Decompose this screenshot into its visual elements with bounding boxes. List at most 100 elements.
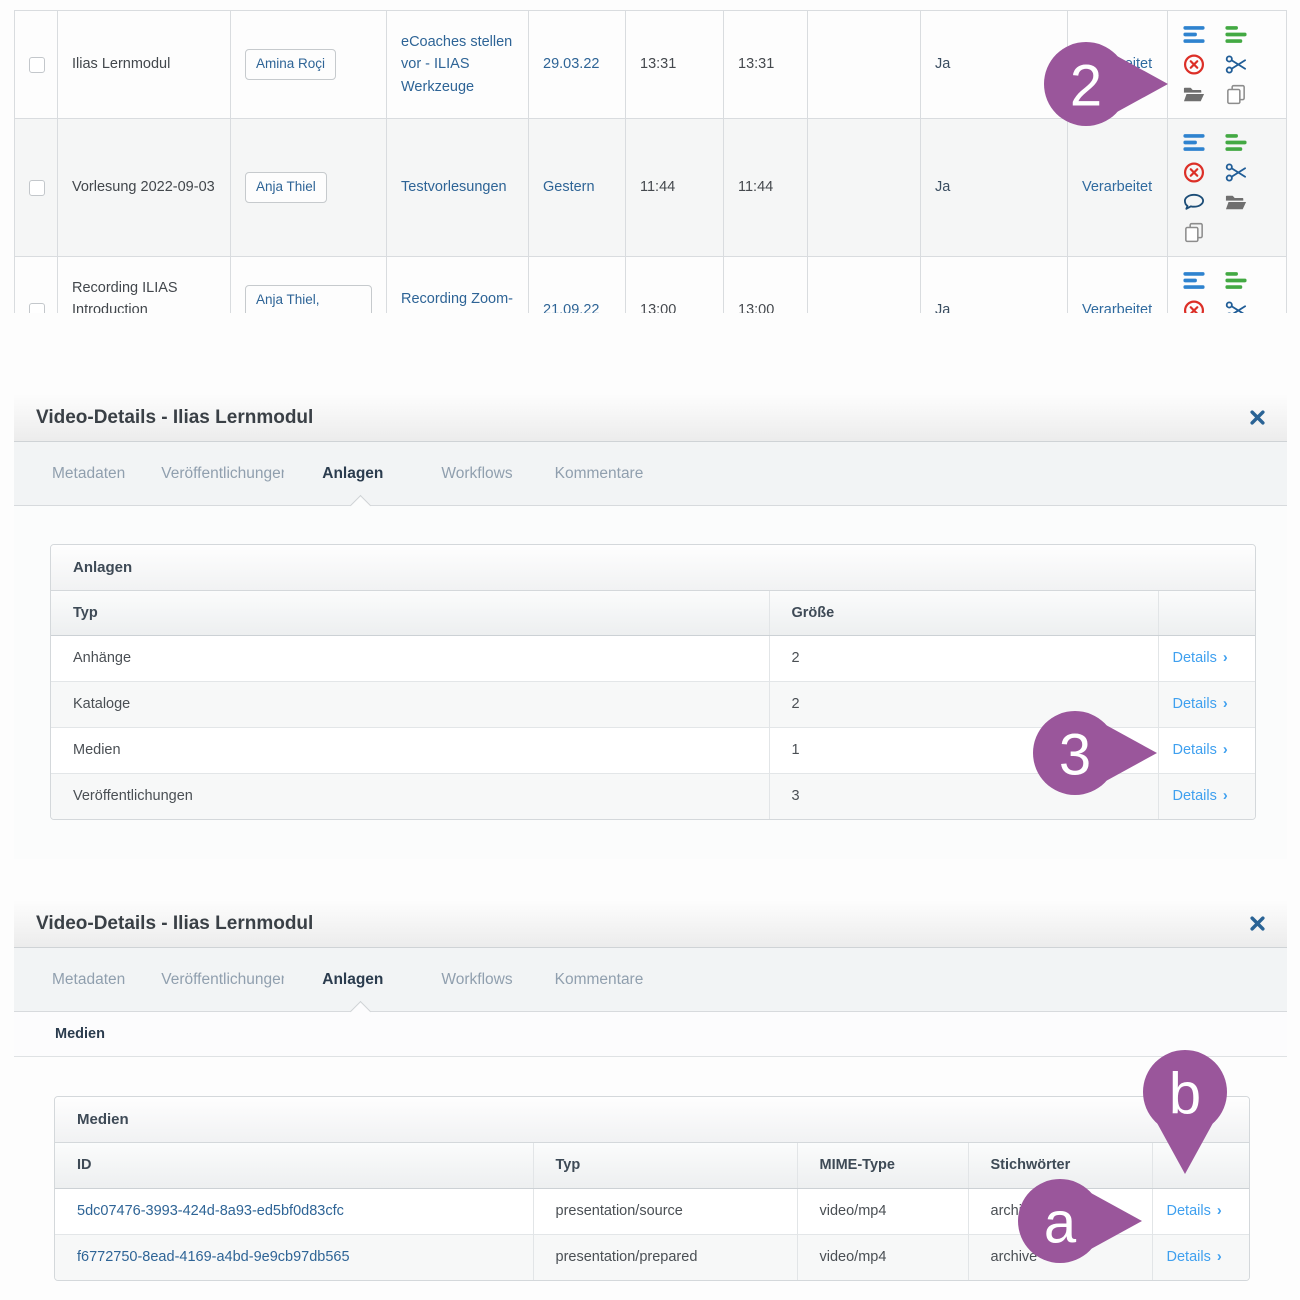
media-id-link[interactable]: 5dc07476-3993-424d-8a93-ed5bf0d83cfc xyxy=(77,1203,344,1219)
table-row: 5dc07476-3993-424d-8a93-ed5bf0d83cfc pre… xyxy=(55,1187,1249,1234)
start-time: 13:00 xyxy=(640,302,677,313)
close-icon[interactable] xyxy=(1250,916,1265,931)
chevron-right-icon: › xyxy=(1222,788,1228,805)
tab-kommentare[interactable]: Kommentare xyxy=(554,464,644,482)
start-time: 11:44 xyxy=(640,179,676,196)
chevron-right-icon: › xyxy=(1222,696,1228,712)
cut-icon[interactable] xyxy=(1224,53,1248,76)
table-row: Ilias Lernmodul Amina Roçi eCoaches stel… xyxy=(14,10,1287,119)
event-title: Recording ILIAS Introduction 21.09.2022 xyxy=(72,279,178,313)
event-title: Vorlesung 2022-09-03 xyxy=(72,179,215,196)
breadcrumb: Medien xyxy=(14,1012,1287,1057)
card-title: Medien xyxy=(55,1097,1249,1143)
svg-text:b: b xyxy=(1169,1062,1201,1127)
typ-cell: Medien xyxy=(51,726,769,773)
media-id-link[interactable]: f6772750-8ead-4169-a4bd-9e9cb97db565 xyxy=(77,1249,350,1266)
row-checkbox[interactable] xyxy=(29,179,45,196)
tab-metadaten[interactable]: Metadaten xyxy=(52,464,126,482)
event-details-icon[interactable] xyxy=(1182,23,1206,46)
modal-title: Video-Details - Ilias Lernmodul xyxy=(36,912,314,934)
modal-tab-bar: Metadaten Veröffentlichungen Anlagen Wor… xyxy=(14,442,1287,517)
status-text: Verarbeitet xyxy=(1082,302,1153,313)
groesse-cell: 2 xyxy=(768,680,1158,727)
tab-anlagen[interactable]: Anlagen xyxy=(322,464,384,482)
callout-pin-2: 2 xyxy=(1044,42,1168,126)
series-link[interactable]: eCoaches stellen vor - ILIAS Werkzeuge xyxy=(401,33,513,95)
series-link[interactable]: Recording Zoom-Meeting xyxy=(401,291,514,308)
start-time: 13:31 xyxy=(640,56,677,73)
anlagen-card: Anlagen Typ Größe Anhänge 2 Details › Kat… xyxy=(50,544,1256,820)
callout-pin-a: a xyxy=(1018,1179,1142,1263)
tab-workflows[interactable]: Workflows xyxy=(441,464,513,482)
mime-cell: video/mp4 xyxy=(796,1233,968,1280)
metadata-icon[interactable] xyxy=(1224,131,1248,154)
chevron-right-icon: › xyxy=(1216,1203,1222,1219)
presenter-tag[interactable]: Anja Thiel, Yvonne Seiler xyxy=(245,285,372,313)
breadcrumb-medien[interactable]: Medien xyxy=(55,1026,105,1042)
column-header-typ: Typ xyxy=(532,1143,797,1189)
event-details-icon[interactable] xyxy=(1182,269,1206,292)
presenter-tag[interactable]: Amina Roçi xyxy=(245,49,337,80)
delete-icon[interactable] xyxy=(1182,53,1206,76)
medien-table: ID Typ MIME-Type Stichwörter 5dc07476-39… xyxy=(55,1143,1249,1280)
details-link[interactable]: Details › xyxy=(1172,788,1228,805)
tab-anlagen[interactable]: Anlagen xyxy=(322,970,384,988)
anlagen-table: Typ Größe Anhänge 2 Details › Kataloge 2 … xyxy=(51,591,1255,819)
row-actions xyxy=(1182,21,1272,108)
mime-cell: video/mp4 xyxy=(796,1187,968,1234)
table-row: Anhänge 2 Details › xyxy=(51,634,1255,681)
series-link[interactable]: Testvorlesungen xyxy=(401,179,507,196)
table-row: Vorlesung 2022-09-03 Anja Thiel Testvorl… xyxy=(14,118,1287,257)
tab-veroeffentlichungen[interactable]: Veröffentlichungen xyxy=(161,970,285,988)
empty-cell xyxy=(807,10,921,119)
chevron-right-icon: › xyxy=(1216,1249,1222,1266)
column-header-actions xyxy=(1151,1143,1249,1189)
chevron-right-icon: › xyxy=(1222,742,1228,758)
row-actions xyxy=(1182,129,1272,246)
end-time: 11:44 xyxy=(738,179,774,196)
card-title: Anlagen xyxy=(51,545,1255,591)
table-row: Recording ILIAS Introduction 21.09.2022 … xyxy=(14,256,1287,313)
start-date: 21.09.22 xyxy=(543,302,600,313)
details-link[interactable]: Details › xyxy=(1166,1203,1222,1219)
delete-icon[interactable] xyxy=(1182,299,1206,313)
tab-kommentare[interactable]: Kommentare xyxy=(554,970,644,988)
end-time: 13:31 xyxy=(738,56,775,73)
row-checkbox[interactable] xyxy=(29,56,45,73)
duplicate-icon[interactable] xyxy=(1224,83,1248,106)
comments-icon[interactable] xyxy=(1182,191,1206,214)
details-link[interactable]: Details › xyxy=(1172,650,1228,666)
modal-tab-bar: Metadaten Veröffentlichungen Anlagen Wor… xyxy=(14,948,1287,1023)
events-table-wrap: Ilias Lernmodul Amina Roçi eCoaches stel… xyxy=(14,10,1287,313)
groesse-cell: 2 xyxy=(768,634,1158,681)
start-date: Gestern xyxy=(543,179,595,196)
published-value: Ja xyxy=(935,302,951,313)
event-details-icon[interactable] xyxy=(1182,131,1206,154)
cut-icon[interactable] xyxy=(1224,161,1248,184)
delete-icon[interactable] xyxy=(1182,161,1206,184)
details-link[interactable]: Details › xyxy=(1172,696,1228,712)
cut-icon[interactable] xyxy=(1224,299,1248,313)
callout-pin-3: 3 xyxy=(1033,711,1157,795)
column-header-actions xyxy=(1157,591,1255,636)
tab-metadaten[interactable]: Metadaten xyxy=(52,970,126,988)
close-icon[interactable] xyxy=(1250,410,1265,425)
tab-veroeffentlichungen[interactable]: Veröffentlichungen xyxy=(161,464,285,482)
presenter-tag[interactable]: Anja Thiel xyxy=(245,172,327,203)
assets-folder-icon[interactable] xyxy=(1182,83,1206,106)
assets-folder-icon[interactable] xyxy=(1224,191,1248,214)
svg-text:a: a xyxy=(1044,1191,1077,1256)
tab-workflows[interactable]: Workflows xyxy=(441,970,513,988)
modal-body: Anlagen Typ Größe Anhänge 2 Details › Kat… xyxy=(14,506,1287,859)
details-link-medien[interactable]: Details › xyxy=(1172,742,1228,758)
typ-cell: Anhänge xyxy=(51,634,769,681)
details-link[interactable]: Details › xyxy=(1166,1249,1222,1266)
empty-cell xyxy=(807,118,921,257)
metadata-icon[interactable] xyxy=(1224,269,1248,292)
typ-cell: presentation/source xyxy=(532,1187,797,1234)
row-checkbox[interactable] xyxy=(29,302,45,313)
typ-cell: Kataloge xyxy=(51,680,769,727)
metadata-icon[interactable] xyxy=(1224,23,1248,46)
duplicate-icon[interactable] xyxy=(1182,221,1206,244)
events-table: Ilias Lernmodul Amina Roçi eCoaches stel… xyxy=(14,10,1287,313)
